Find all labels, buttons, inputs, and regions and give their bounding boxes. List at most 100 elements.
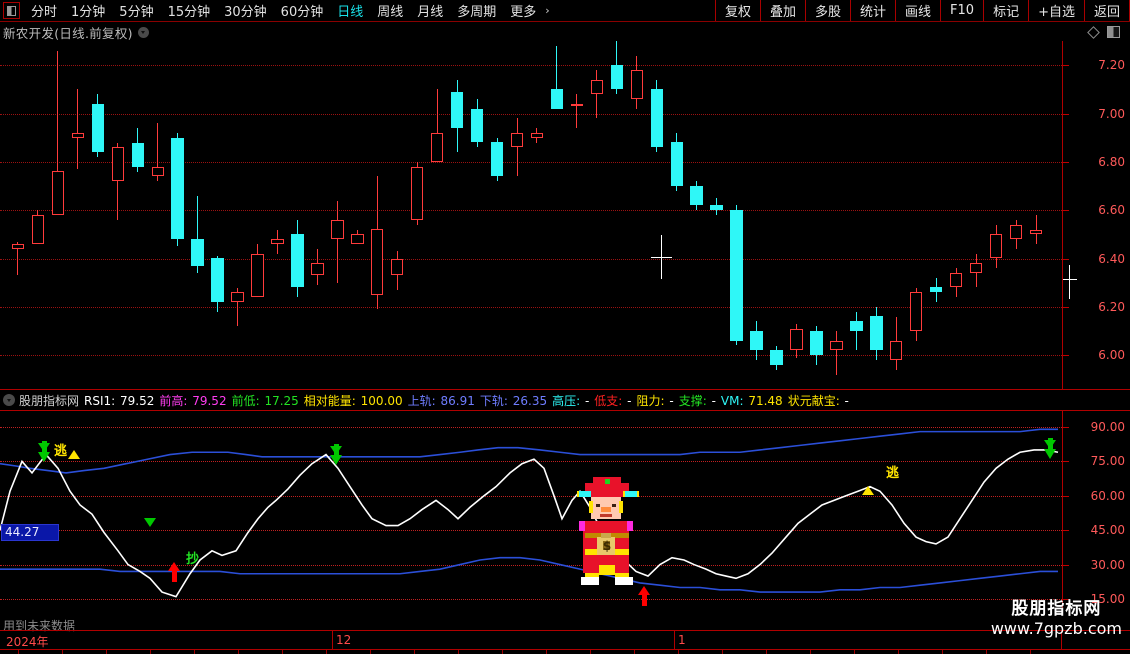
rsi-indicator-pane[interactable]: 逃抄 逃 $ 90.00 75.00 60.00 45.00 30.00 15.00 44.2…	[0, 411, 1130, 615]
candlestick	[890, 316, 903, 370]
indicator-field-value: 17.25	[260, 393, 299, 408]
candle-body	[391, 258, 404, 276]
candlestick	[770, 345, 783, 370]
candle-wick	[336, 200, 338, 283]
rsi-plot[interactable]: 逃抄 逃 $	[0, 411, 1062, 615]
mascot-pixel	[612, 504, 616, 507]
candle-wick	[436, 89, 438, 157]
indicator-field-9: 支撑: -	[679, 394, 716, 408]
candlestick-plot[interactable]	[0, 41, 1062, 389]
candlestick	[610, 41, 624, 95]
indicator-title-bar[interactable]: 股朋指标网 RSI1: 79.52 前高: 79.52 前低: 17.25 相对能量:…	[0, 389, 1130, 411]
buy-signal-triangle-4	[68, 450, 80, 459]
candlestick	[251, 244, 264, 298]
date-axis-tick	[458, 650, 459, 654]
coin-symbol: $	[602, 539, 612, 553]
indicator-field-value: -	[665, 393, 674, 408]
indicator-field-10: VM: 71.48	[721, 394, 783, 408]
candlestick	[430, 89, 444, 162]
candle-body	[710, 205, 723, 211]
candle-body	[91, 103, 104, 153]
candlestick	[351, 229, 364, 244]
price-chart-pane[interactable]: 7.20 7.00 6.80 6.60 6.40 6.20 6.00	[0, 41, 1130, 389]
period-tab-7[interactable]: 周线	[377, 5, 404, 20]
date-axis-tick	[722, 650, 723, 654]
candle-body	[590, 79, 604, 95]
candle-wick	[117, 142, 119, 220]
chevron-right-icon[interactable]: ›	[545, 4, 550, 17]
period-tab-3[interactable]: 15分钟	[167, 5, 211, 20]
rsi-axis-tick	[1063, 598, 1069, 600]
date-axis-tick	[282, 650, 283, 654]
period-tab-2[interactable]: 5分钟	[119, 5, 154, 20]
candlestick	[171, 132, 184, 247]
candlestick	[950, 268, 963, 298]
period-tab-5[interactable]: 60分钟	[280, 5, 324, 20]
rsi-gridline	[0, 427, 1062, 429]
date-segment-2	[675, 631, 1062, 650]
toolbar-button-6[interactable]: 标记	[983, 0, 1028, 21]
period-tab-9[interactable]: 多周期	[457, 5, 497, 20]
indicator-chevron-icon[interactable]	[3, 394, 15, 406]
chevron-down-icon[interactable]	[137, 26, 149, 38]
candlestick	[510, 118, 524, 177]
indicator-field-5: 下轨: 26.35	[480, 394, 547, 408]
candlestick	[51, 50, 65, 215]
period-tab-6[interactable]: 日线	[337, 5, 364, 20]
rsi-axis-label: 45.00	[1090, 523, 1125, 538]
period-tab-10[interactable]: 更多	[510, 5, 537, 20]
rsi-axis-tick	[1063, 530, 1069, 532]
buy-arrow-up-10	[638, 586, 650, 606]
candlestick	[930, 277, 943, 302]
candle-body	[151, 166, 164, 177]
candle-body	[830, 340, 843, 351]
price-axis-tick	[1063, 113, 1069, 115]
period-tab-0[interactable]: 分时	[31, 5, 58, 20]
date-axis-label-2: 1	[678, 633, 686, 647]
rsi-axis-label: 60.00	[1090, 488, 1125, 503]
split-view-icon[interactable]	[1107, 26, 1120, 38]
indicator-field-name: RSI1:	[84, 393, 116, 408]
date-axis-tick	[986, 650, 987, 654]
candle-body	[411, 166, 424, 220]
candlestick	[969, 253, 983, 288]
date-axis-tick	[414, 650, 415, 654]
panel-split-icon[interactable]	[3, 2, 20, 19]
toolbar-button-2[interactable]: 多股	[804, 0, 850, 21]
period-tabs: 分时 1分钟 5分钟 15分钟 30分钟 60分钟 日线 周线 月线 多周期 更多 ›	[0, 0, 556, 21]
toolbar-button-4[interactable]: 画线	[895, 0, 940, 21]
mascot-pixel	[605, 479, 610, 484]
signal-label-1: 抄	[186, 552, 200, 567]
mascot-pixel	[603, 541, 610, 550]
indicator-field-value: 79.52	[188, 393, 227, 408]
candlestick	[151, 123, 164, 182]
toolbar-button-8[interactable]: 返回	[1083, 0, 1130, 21]
candlestick	[31, 210, 45, 244]
toolbar-button-3[interactable]: 统计	[850, 0, 895, 21]
toolbar-button-5[interactable]: F10	[940, 0, 983, 21]
period-tab-8[interactable]: 月线	[417, 5, 444, 20]
price-axis-tick	[1063, 161, 1069, 163]
price-gridline	[0, 65, 1062, 67]
candle-body	[1009, 224, 1023, 240]
signal-label-0: 逃	[54, 444, 68, 459]
period-tab-4[interactable]: 30分钟	[224, 5, 267, 20]
toolbar-button-7[interactable]: +自选	[1028, 0, 1084, 21]
indicator-field-value: 100.00	[356, 393, 403, 408]
date-axis-tick	[62, 650, 63, 654]
candle-body	[171, 137, 184, 240]
candlestick	[191, 195, 204, 273]
god-of-wealth-mascot: $	[571, 477, 643, 597]
period-tab-1[interactable]: 1分钟	[71, 5, 106, 20]
indicator-field-7: 低支: -	[594, 394, 631, 408]
candle-body	[570, 103, 584, 106]
toolbar-button-0[interactable]: 复权	[714, 0, 760, 21]
candle-body	[690, 185, 703, 206]
indicator-field-value: 26.35	[508, 393, 548, 408]
candle-body	[31, 214, 45, 244]
toolbar-button-1[interactable]: 叠加	[759, 0, 805, 21]
mascot-pixel	[599, 565, 615, 575]
candle-body	[231, 292, 244, 302]
candle-body	[191, 239, 204, 266]
diamond-icon[interactable]	[1087, 25, 1100, 39]
